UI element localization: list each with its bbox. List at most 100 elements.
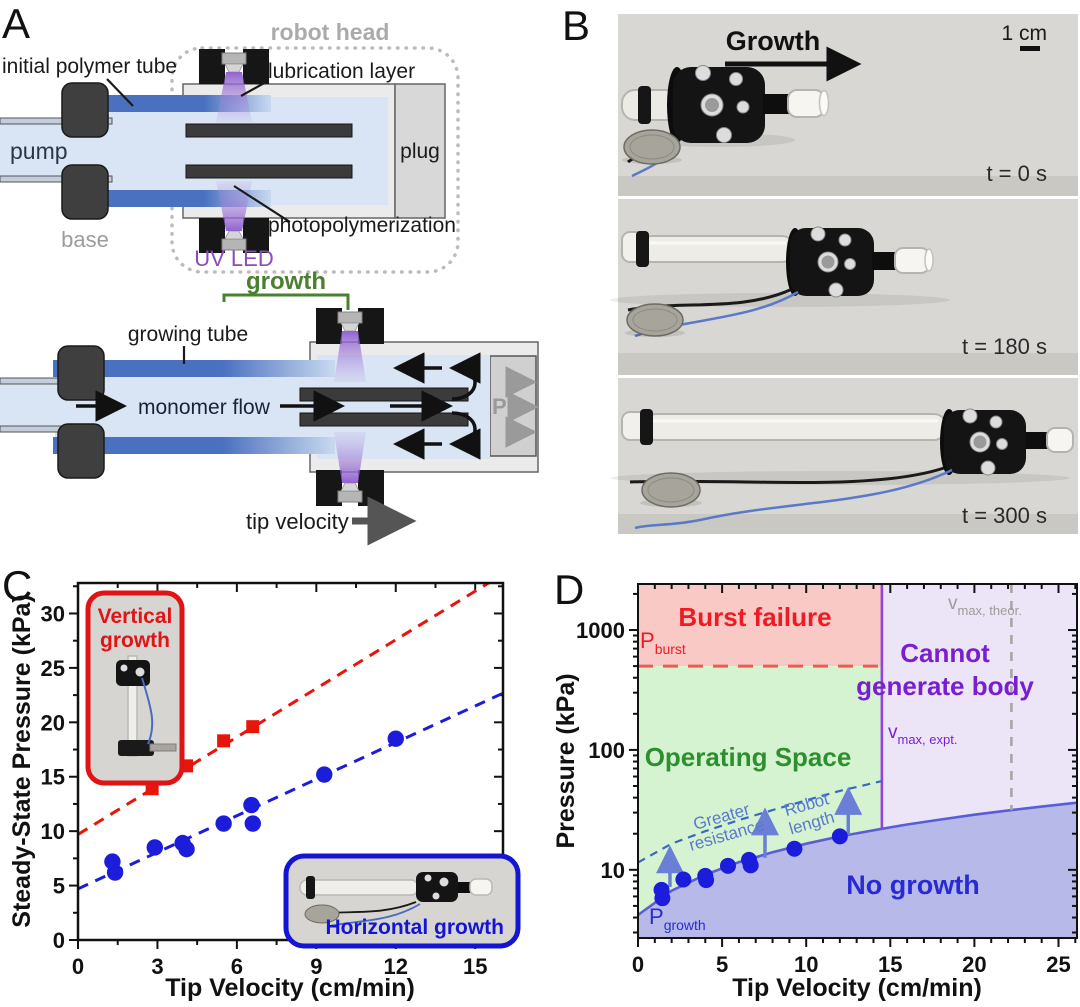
pump-wall-top — [0, 117, 113, 125]
data-point-circle — [654, 890, 671, 907]
base-clamp — [61, 164, 109, 220]
data-point-circle — [387, 730, 404, 747]
photos-svg: B Growth 1 cm — [562, 2, 1078, 534]
recirculation-arrow — [449, 411, 481, 460]
data-point-square — [246, 720, 260, 734]
uv-led-bottom — [337, 490, 363, 503]
pump-fluid — [0, 384, 62, 426]
y-tick-label: 1000 — [576, 618, 625, 643]
y-tick-label: 30 — [41, 601, 65, 626]
led-window — [224, 63, 244, 73]
data-point-circle — [215, 815, 232, 832]
label-cannot-generate-1: Cannot — [900, 638, 990, 668]
inner-channel-bar — [185, 164, 353, 179]
x-tick-label: 15 — [878, 952, 902, 977]
data-point-circle — [831, 828, 848, 845]
photo-frame-t0: Growth 1 cm — [618, 14, 1078, 196]
led-window — [224, 230, 244, 240]
monomer-flow-label: monomer flow — [138, 396, 271, 419]
panel-c-letter: C — [2, 562, 32, 609]
scale-bar — [1020, 46, 1040, 51]
panel-b-photos: B Growth 1 cm — [540, 0, 1080, 555]
robot-photo-t300 — [610, 408, 1074, 530]
robot-photo-t180 — [610, 226, 950, 338]
inset-horizontal-growth: Horizontal growth — [283, 853, 521, 949]
inner-channel-bar — [299, 387, 469, 402]
data-point-circle — [106, 864, 124, 881]
y-tick-label: 25 — [41, 656, 65, 681]
panel-b-letter: B — [562, 2, 590, 49]
leader-line — [106, 78, 134, 107]
fit-line — [78, 691, 503, 891]
vertical-robot-sketch — [116, 655, 177, 757]
uv-beam — [216, 72, 252, 122]
x-tick-label: 6 — [231, 954, 243, 979]
coin — [641, 472, 701, 508]
y-tick-label: 20 — [41, 710, 65, 735]
inner-channel-bar — [185, 123, 353, 138]
panel-a-letter: A — [2, 0, 30, 47]
data-point-circle — [146, 839, 163, 856]
growing-tube-label: growing tube — [128, 323, 248, 346]
robot-head-label: robot head — [271, 19, 390, 45]
timestamp-t300: t = 300 s — [962, 503, 1047, 528]
label-burst-failure: Burst failure — [678, 602, 831, 632]
y-axis-title: Pressure (kPa) — [552, 673, 580, 848]
pump-wall-bottom — [0, 425, 63, 433]
tip-velocity-label: tip velocity — [246, 509, 349, 534]
base-clamp — [57, 423, 105, 479]
schematic-svg: A robot head — [0, 0, 539, 546]
x-axis-title: Tip Velocity (cm/min) — [165, 974, 415, 1002]
y-tick-label: 15 — [41, 765, 65, 790]
region-cannot-generate — [881, 584, 1077, 829]
region-no-growth — [638, 802, 1077, 938]
photo-frame-t300: t = 300 s — [610, 378, 1078, 534]
label-v-max-theor: vmax, theor. — [948, 593, 1022, 618]
growth-bracket-line — [222, 293, 350, 310]
data-point-square — [217, 734, 231, 748]
data-point-circle — [316, 766, 333, 783]
led-window — [340, 482, 360, 492]
growing-tube-top — [53, 360, 335, 377]
x-axis-title: Tip Velocity (cm/min) — [732, 974, 982, 1002]
robot-head-outline — [170, 46, 460, 274]
leader-line — [240, 81, 267, 97]
scale-bar-label: 1 cm — [1001, 22, 1047, 45]
label-no-growth: No growth — [846, 870, 979, 900]
data-point-circle — [675, 871, 692, 888]
plug-block — [394, 83, 446, 219]
region-operating-space — [638, 666, 882, 915]
inner-channel-bar — [299, 412, 469, 427]
led-clamp — [199, 49, 225, 84]
data-point-circle — [698, 872, 715, 889]
panel-a-schematic: A robot head — [0, 0, 540, 555]
initial-polymer-tube-label: initial polymer tube — [2, 55, 177, 78]
label-p-burst: Pburst — [640, 628, 686, 657]
lubrication-layer-label: lubrication layer — [268, 60, 415, 83]
base-label: base — [61, 227, 109, 252]
led-window — [340, 322, 360, 332]
operating-space-chart: D Burst failure Operating Space Cannotgene… — [552, 566, 1078, 1002]
panel-d-letter: D — [554, 566, 584, 613]
label-operating-space: Operating Space — [645, 742, 852, 772]
photo-frame-t180: t = 180 s — [610, 199, 1078, 375]
x-tick-label: 15 — [463, 954, 487, 979]
growing-tube-bottom — [53, 437, 335, 454]
horizontal-robot-sketch — [299, 872, 493, 927]
inset-label-line2: growth — [100, 629, 170, 652]
x-tick-label: 10 — [794, 952, 818, 977]
uv-led-top — [221, 52, 247, 65]
label-cannot-generate-2: generate body — [856, 671, 1034, 701]
base-clamp — [61, 82, 109, 138]
timestamp-t180: t = 180 s — [962, 334, 1047, 359]
y-tick-label: 100 — [588, 738, 625, 763]
photopolymerization-label: photopolymerization — [268, 214, 456, 237]
x-tick-label: 25 — [1046, 952, 1070, 977]
data-point-circle — [742, 857, 759, 874]
x-tick-label: 12 — [384, 954, 408, 979]
x-tick-label: 5 — [716, 952, 728, 977]
leader-line — [233, 185, 291, 223]
initial-assembly: robot head — [0, 19, 460, 274]
table-edge — [618, 514, 1078, 534]
